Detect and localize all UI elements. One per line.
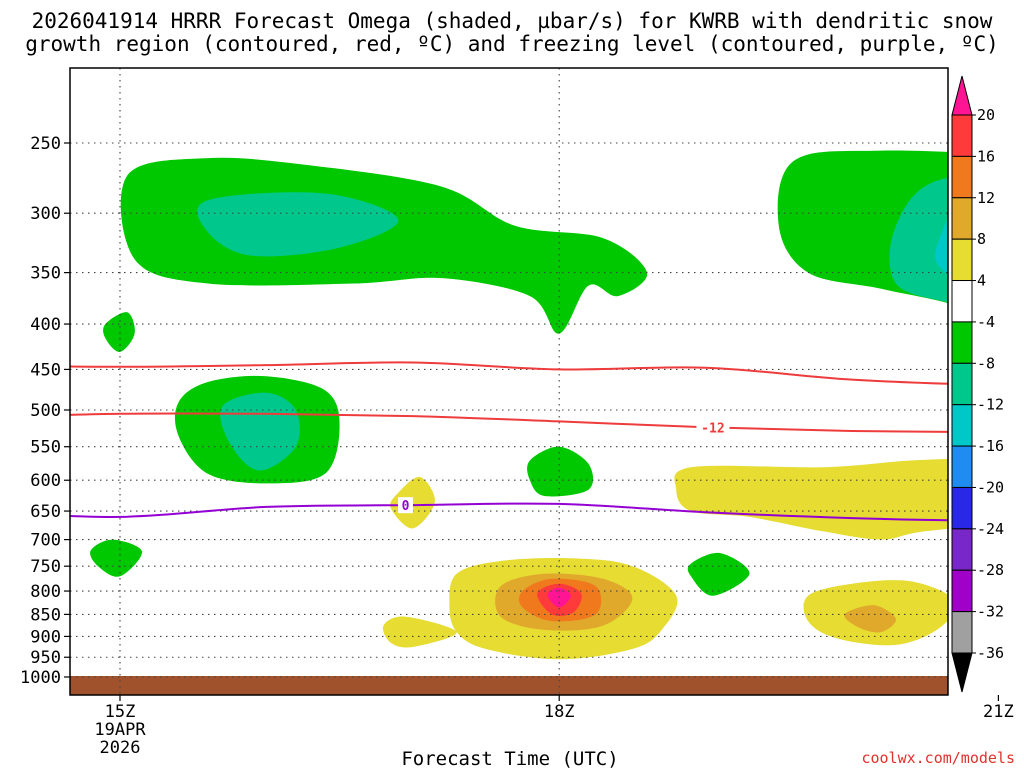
colorbar-box-4	[951, 280, 973, 323]
colorbar-label-1: 16	[977, 147, 995, 165]
chart-title-line1: 2026041914 HRRR Forecast Omega (shaded, …	[32, 9, 993, 33]
colorbar-label-7: -12	[977, 396, 1004, 414]
ytick-label-600: 600	[30, 471, 61, 491]
omega-region-0	[120, 157, 648, 334]
colorbar-label-12: -32	[977, 603, 1004, 621]
colorbar-label-0: 20	[977, 106, 995, 124]
colorbar-bottom-arrow	[951, 652, 973, 693]
plot-frame	[69, 67, 949, 696]
ytick-label-1000: 1000	[20, 668, 61, 688]
omega-region-11	[220, 392, 300, 471]
isotherm-contours	[70, 361, 948, 522]
xtick-sublabel-15Z-1: 2026	[100, 738, 141, 758]
contour-label-1-0: -12	[701, 422, 724, 437]
contour-label-bg-2-0	[397, 497, 413, 514]
ytick-label-350: 350	[30, 264, 61, 284]
y-axis-ticks: 2503003504004505005506006507007508008509…	[20, 134, 70, 688]
grid-lines	[70, 68, 948, 695]
colorbar-label-4: 4	[977, 272, 986, 290]
omega-region-21	[547, 587, 571, 608]
colorbar-box-7	[951, 404, 973, 447]
ytick-label-650: 650	[30, 502, 61, 522]
omega-region-14	[687, 552, 750, 596]
omega-region-13	[90, 539, 143, 577]
omega-region-6	[984, 216, 1024, 287]
isotherm-line-0	[70, 361, 948, 385]
omega-region-4	[935, 217, 948, 275]
x-axis-ticks: 15Z19APR202618Z21Z00Z20APR03Z06Z	[94, 695, 1014, 758]
colorbar: 20 16 12 8 4 -4 -8 -12 -16 -20 -24 -28 -32 -36	[951, 75, 1004, 693]
omega-region-12	[527, 446, 594, 497]
colorbar-label-9: -20	[977, 478, 1004, 496]
colorbar-label-13: -36	[977, 644, 1004, 662]
colorbar-box-12	[951, 611, 973, 654]
colorbar-box-8	[951, 445, 973, 488]
chart-title-line2: growth region (contoured, red, ºC) and f…	[25, 32, 999, 56]
contour-labels: -12-1200	[397, 419, 730, 514]
colorbar-box-9	[951, 486, 973, 530]
colorbar-box-6	[951, 362, 973, 406]
ytick-label-750: 750	[30, 557, 61, 577]
ytick-label-900: 900	[30, 627, 61, 647]
ytick-label-950: 950	[30, 648, 61, 668]
credit-text: coolwx.com/models	[861, 749, 1015, 767]
colorbar-top-arrow	[951, 75, 973, 116]
colorbar-box-1	[951, 155, 973, 199]
contour-label-2-0: 0	[402, 499, 410, 514]
xtick-label-21Z: 21Z	[983, 702, 1014, 722]
ytick-label-800: 800	[30, 582, 61, 602]
colorbar-label-2: 12	[977, 189, 995, 207]
omega-region-9	[103, 312, 135, 352]
colorbar-box-2	[951, 197, 973, 240]
ytick-label-700: 700	[30, 531, 61, 551]
colorbar-box-10	[951, 528, 973, 571]
colorbar-label-6: -8	[977, 354, 995, 372]
x-axis-title: Forecast Time (UTC)	[401, 748, 618, 768]
colorbar-label-11: -28	[977, 561, 1004, 579]
omega-region-24	[382, 616, 457, 648]
ytick-label-450: 450	[30, 360, 61, 380]
colorbar-box-11	[951, 569, 973, 613]
omega-region-1	[197, 192, 399, 257]
omega-region-23	[844, 605, 897, 633]
omega-region-5	[965, 207, 1024, 279]
xtick-label-15Z: 15Z	[105, 702, 136, 722]
isotherm-line-1	[70, 412, 948, 434]
ytick-label-500: 500	[30, 401, 61, 421]
ytick-label-400: 400	[30, 315, 61, 335]
ytick-label-550: 550	[30, 438, 61, 458]
colorbar-box-5	[951, 321, 973, 364]
ytick-label-850: 850	[30, 605, 61, 625]
contour-label-bg-1-0	[696, 419, 730, 436]
plot-area: -12-1200	[70, 68, 1024, 695]
colorbar-label-3: 8	[977, 230, 986, 248]
omega-shading	[90, 150, 1024, 660]
xtick-label-18Z: 18Z	[544, 702, 575, 722]
ground-surface	[70, 676, 948, 695]
omega-region-3	[889, 177, 948, 303]
colorbar-box-3	[951, 238, 973, 282]
colorbar-label-5: -4	[977, 313, 995, 331]
ytick-label-300: 300	[30, 204, 61, 224]
colorbar-box-0	[951, 114, 973, 157]
colorbar-label-8: -16	[977, 437, 1004, 455]
colorbar-label-10: -24	[977, 520, 1004, 538]
ytick-label-250: 250	[30, 134, 61, 154]
xtick-sublabel-15Z-0: 19APR	[94, 720, 146, 740]
